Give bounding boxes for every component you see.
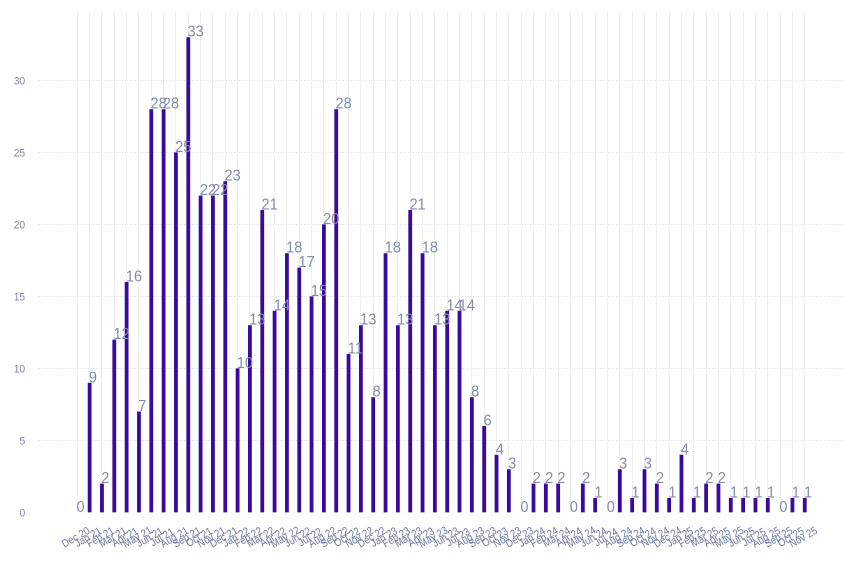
svg-text:15: 15: [311, 283, 327, 300]
svg-text:11: 11: [348, 341, 363, 358]
svg-text:1: 1: [792, 485, 800, 502]
svg-text:14: 14: [274, 297, 290, 314]
svg-text:1: 1: [767, 485, 775, 502]
svg-text:18: 18: [422, 240, 438, 257]
svg-text:0: 0: [520, 499, 528, 516]
svg-text:3: 3: [619, 456, 627, 473]
svg-text:33: 33: [188, 24, 204, 41]
svg-text:13: 13: [434, 312, 450, 329]
svg-text:0: 0: [19, 507, 25, 519]
svg-text:9: 9: [89, 369, 97, 386]
svg-text:28: 28: [151, 96, 167, 113]
svg-text:4: 4: [496, 441, 504, 458]
svg-text:4: 4: [681, 441, 689, 458]
svg-text:18: 18: [385, 240, 401, 257]
svg-text:6: 6: [483, 413, 491, 430]
svg-text:23: 23: [225, 168, 241, 185]
svg-text:13: 13: [397, 312, 413, 329]
svg-text:25: 25: [175, 139, 191, 156]
svg-text:2: 2: [705, 470, 713, 487]
svg-text:5: 5: [19, 435, 25, 447]
svg-text:1: 1: [742, 485, 750, 502]
svg-text:18: 18: [286, 240, 302, 257]
svg-text:2: 2: [582, 470, 590, 487]
svg-text:17: 17: [298, 254, 314, 271]
svg-text:2: 2: [101, 470, 109, 487]
svg-text:1: 1: [693, 485, 701, 502]
svg-text:0: 0: [77, 499, 85, 516]
svg-text:12: 12: [114, 326, 130, 343]
svg-text:3: 3: [508, 456, 516, 473]
svg-text:10: 10: [237, 355, 253, 372]
svg-text:0: 0: [607, 499, 615, 516]
svg-text:13: 13: [360, 312, 376, 329]
svg-text:0: 0: [779, 499, 787, 516]
svg-text:2: 2: [656, 470, 664, 487]
svg-text:25: 25: [14, 147, 26, 159]
svg-text:22: 22: [200, 182, 216, 199]
svg-text:28: 28: [163, 96, 179, 113]
svg-text:13: 13: [249, 312, 265, 329]
svg-text:14: 14: [446, 297, 462, 314]
svg-text:7: 7: [138, 398, 146, 415]
svg-text:14: 14: [459, 297, 475, 314]
svg-text:2: 2: [545, 470, 553, 487]
svg-text:15: 15: [14, 291, 26, 303]
svg-text:2: 2: [718, 470, 726, 487]
svg-text:10: 10: [14, 363, 26, 375]
svg-text:21: 21: [262, 197, 278, 214]
svg-text:16: 16: [126, 269, 142, 286]
svg-text:20: 20: [14, 219, 26, 231]
svg-text:3: 3: [644, 456, 652, 473]
svg-text:1: 1: [594, 485, 602, 502]
svg-text:30: 30: [14, 75, 26, 87]
svg-text:8: 8: [471, 384, 479, 401]
svg-text:28: 28: [335, 96, 351, 113]
svg-text:1: 1: [804, 485, 812, 502]
svg-text:22: 22: [212, 182, 228, 199]
svg-text:2: 2: [557, 470, 565, 487]
svg-text:1: 1: [631, 485, 639, 502]
svg-text:1: 1: [668, 485, 676, 502]
svg-text:1: 1: [755, 485, 763, 502]
svg-text:0: 0: [570, 499, 578, 516]
svg-text:8: 8: [372, 384, 380, 401]
svg-text:2: 2: [533, 470, 541, 487]
svg-text:21: 21: [409, 197, 425, 214]
svg-text:1: 1: [730, 485, 738, 502]
svg-text:20: 20: [323, 211, 339, 228]
